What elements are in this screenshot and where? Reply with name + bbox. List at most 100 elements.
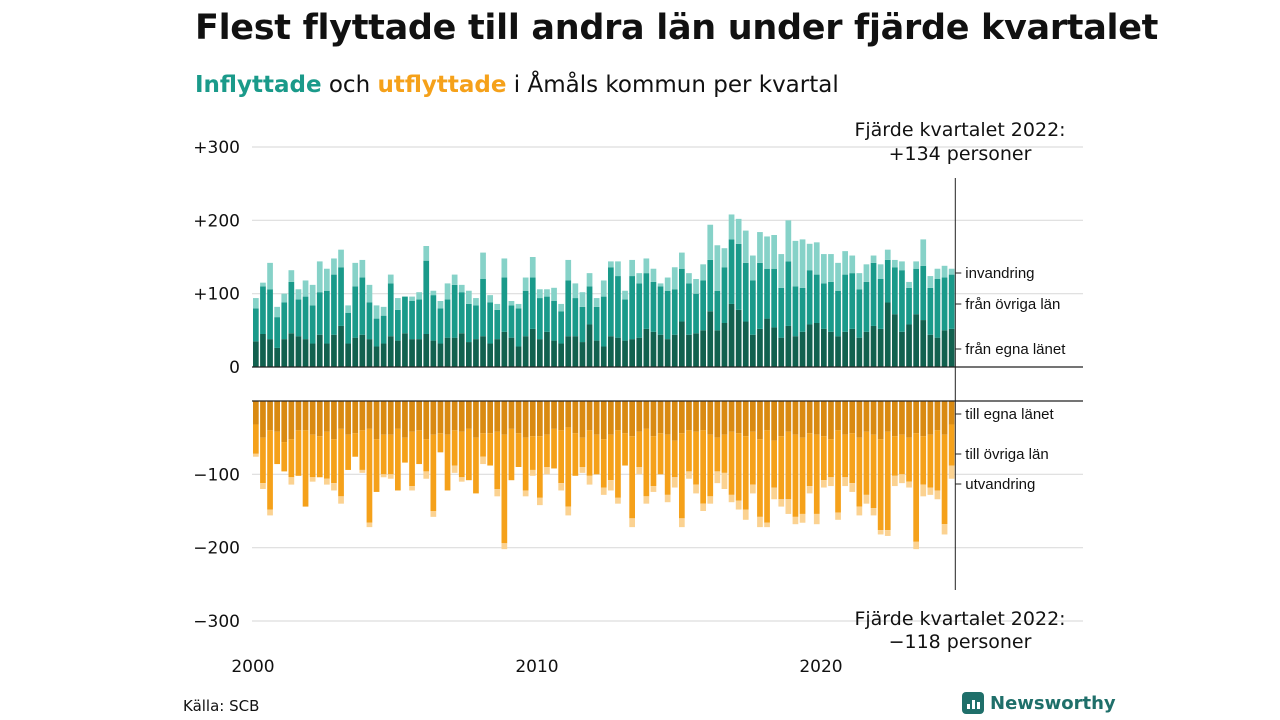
bar-in-segment	[316, 334, 323, 367]
bar-out-segment	[884, 431, 891, 531]
bar-out-segment	[728, 494, 735, 503]
bar-out-segment	[387, 401, 394, 435]
bar-in-segment	[387, 336, 394, 367]
bar-out-segment	[466, 428, 472, 481]
bar-out-segment	[593, 434, 600, 475]
bar-in-segment	[884, 302, 891, 367]
bar-out-segment	[948, 401, 955, 425]
bar-in-segment	[863, 281, 870, 332]
bar-out-segment	[934, 401, 941, 431]
bar-in-segment	[636, 283, 643, 338]
bar-out-segment	[700, 430, 706, 504]
bar-out-segment	[565, 401, 572, 428]
bar-out-segment	[771, 487, 777, 500]
bar-in-segment	[750, 280, 756, 335]
bar-in-segment	[870, 262, 877, 326]
bar-out-segment	[913, 433, 919, 542]
bar-out-segment	[686, 401, 692, 431]
bar-in-segment	[345, 312, 351, 344]
bar-out-segment	[778, 401, 785, 437]
bar-in-segment	[629, 259, 635, 277]
bar-out-segment	[537, 436, 543, 498]
bar-in-segment	[288, 281, 295, 334]
bar-in-segment	[778, 254, 785, 288]
bar-in-segment	[778, 337, 785, 367]
bar-out-segment	[302, 401, 309, 431]
bar-in-segment	[537, 339, 543, 367]
bar-out-segment	[409, 401, 415, 432]
bar-in-segment	[792, 240, 799, 287]
bar-in-segment	[664, 277, 671, 291]
bar-in-segment	[884, 259, 891, 303]
bar-in-segment	[828, 331, 834, 367]
x-axis-labels: 2000 2010 2020	[231, 657, 842, 677]
bar-out-segment	[288, 477, 295, 485]
bar-out-segment	[558, 430, 564, 484]
bar-out-segment	[707, 496, 714, 504]
bar-in-segment	[941, 277, 948, 331]
bar-in-segment	[615, 276, 621, 338]
bar-in-segment	[494, 339, 501, 367]
bar-in-segment	[267, 262, 273, 290]
bar-out-segment	[600, 439, 607, 488]
bar-in-segment	[295, 336, 302, 367]
bar-in-segment	[721, 323, 728, 367]
bar-out-segment	[757, 439, 763, 517]
bar-in-segment	[295, 299, 302, 337]
bar-in-segment	[579, 306, 586, 343]
bar-out-segment	[785, 499, 792, 514]
bar-in-segment	[359, 259, 366, 278]
bar-in-segment	[551, 301, 557, 341]
bar-out-segment	[395, 401, 401, 429]
bar-out-segment	[657, 401, 664, 434]
bar-out-segment	[615, 497, 621, 504]
bar-out-segment	[593, 401, 600, 435]
bar-in-segment	[423, 260, 430, 334]
bar-in-segment	[806, 243, 813, 271]
bar-out-segment	[764, 522, 770, 528]
bar-out-segment	[799, 513, 806, 523]
bar-in-segment	[764, 318, 770, 367]
bar-in-segment	[934, 337, 941, 367]
bar-in-segment	[608, 336, 614, 367]
bar-in-segment	[863, 264, 870, 282]
bar-in-segment	[842, 274, 848, 332]
bar-in-segment	[302, 296, 309, 340]
bar-in-segment	[828, 281, 834, 332]
bar-in-segment	[657, 334, 664, 367]
bar-in-segment	[444, 337, 451, 367]
bar-out-segment	[877, 439, 884, 531]
bar-out-segment	[324, 401, 330, 432]
bar-out-segment	[792, 434, 799, 517]
bar-out-segment	[750, 484, 756, 494]
bar-in-segment	[608, 267, 614, 337]
bar-in-segment	[714, 330, 721, 367]
bar-in-segment	[444, 299, 451, 338]
bar-in-segment	[835, 290, 841, 337]
bar-out-segment	[501, 401, 508, 435]
bar-in-segment	[494, 309, 501, 340]
bar-out-segment	[828, 401, 834, 440]
bar-in-segment	[828, 254, 834, 282]
bar-in-segment	[529, 277, 536, 329]
bar-in-segment	[778, 287, 785, 338]
bar-in-segment	[686, 334, 692, 367]
bar-in-segment	[281, 339, 288, 367]
subtitle-in-word: Inflyttade	[195, 72, 322, 98]
bar-out-segment	[671, 401, 678, 441]
bar-out-segment	[586, 430, 593, 476]
bar-in-segment	[352, 286, 359, 338]
bar-out-segment	[877, 401, 884, 440]
bar-out-segment	[735, 433, 742, 501]
bar-out-segment	[813, 513, 820, 525]
bar-in-segment	[458, 284, 465, 293]
bar-out-segment	[309, 401, 316, 435]
grid-lines	[252, 146, 1083, 622]
bar-out-segment	[608, 434, 614, 481]
bar-out-segment	[856, 437, 863, 507]
bar-in-segment	[941, 330, 948, 367]
bar-in-segment	[707, 259, 714, 312]
bar-in-segment	[757, 232, 763, 263]
bar-out-segment	[785, 401, 792, 432]
bar-out-segment	[700, 401, 706, 431]
